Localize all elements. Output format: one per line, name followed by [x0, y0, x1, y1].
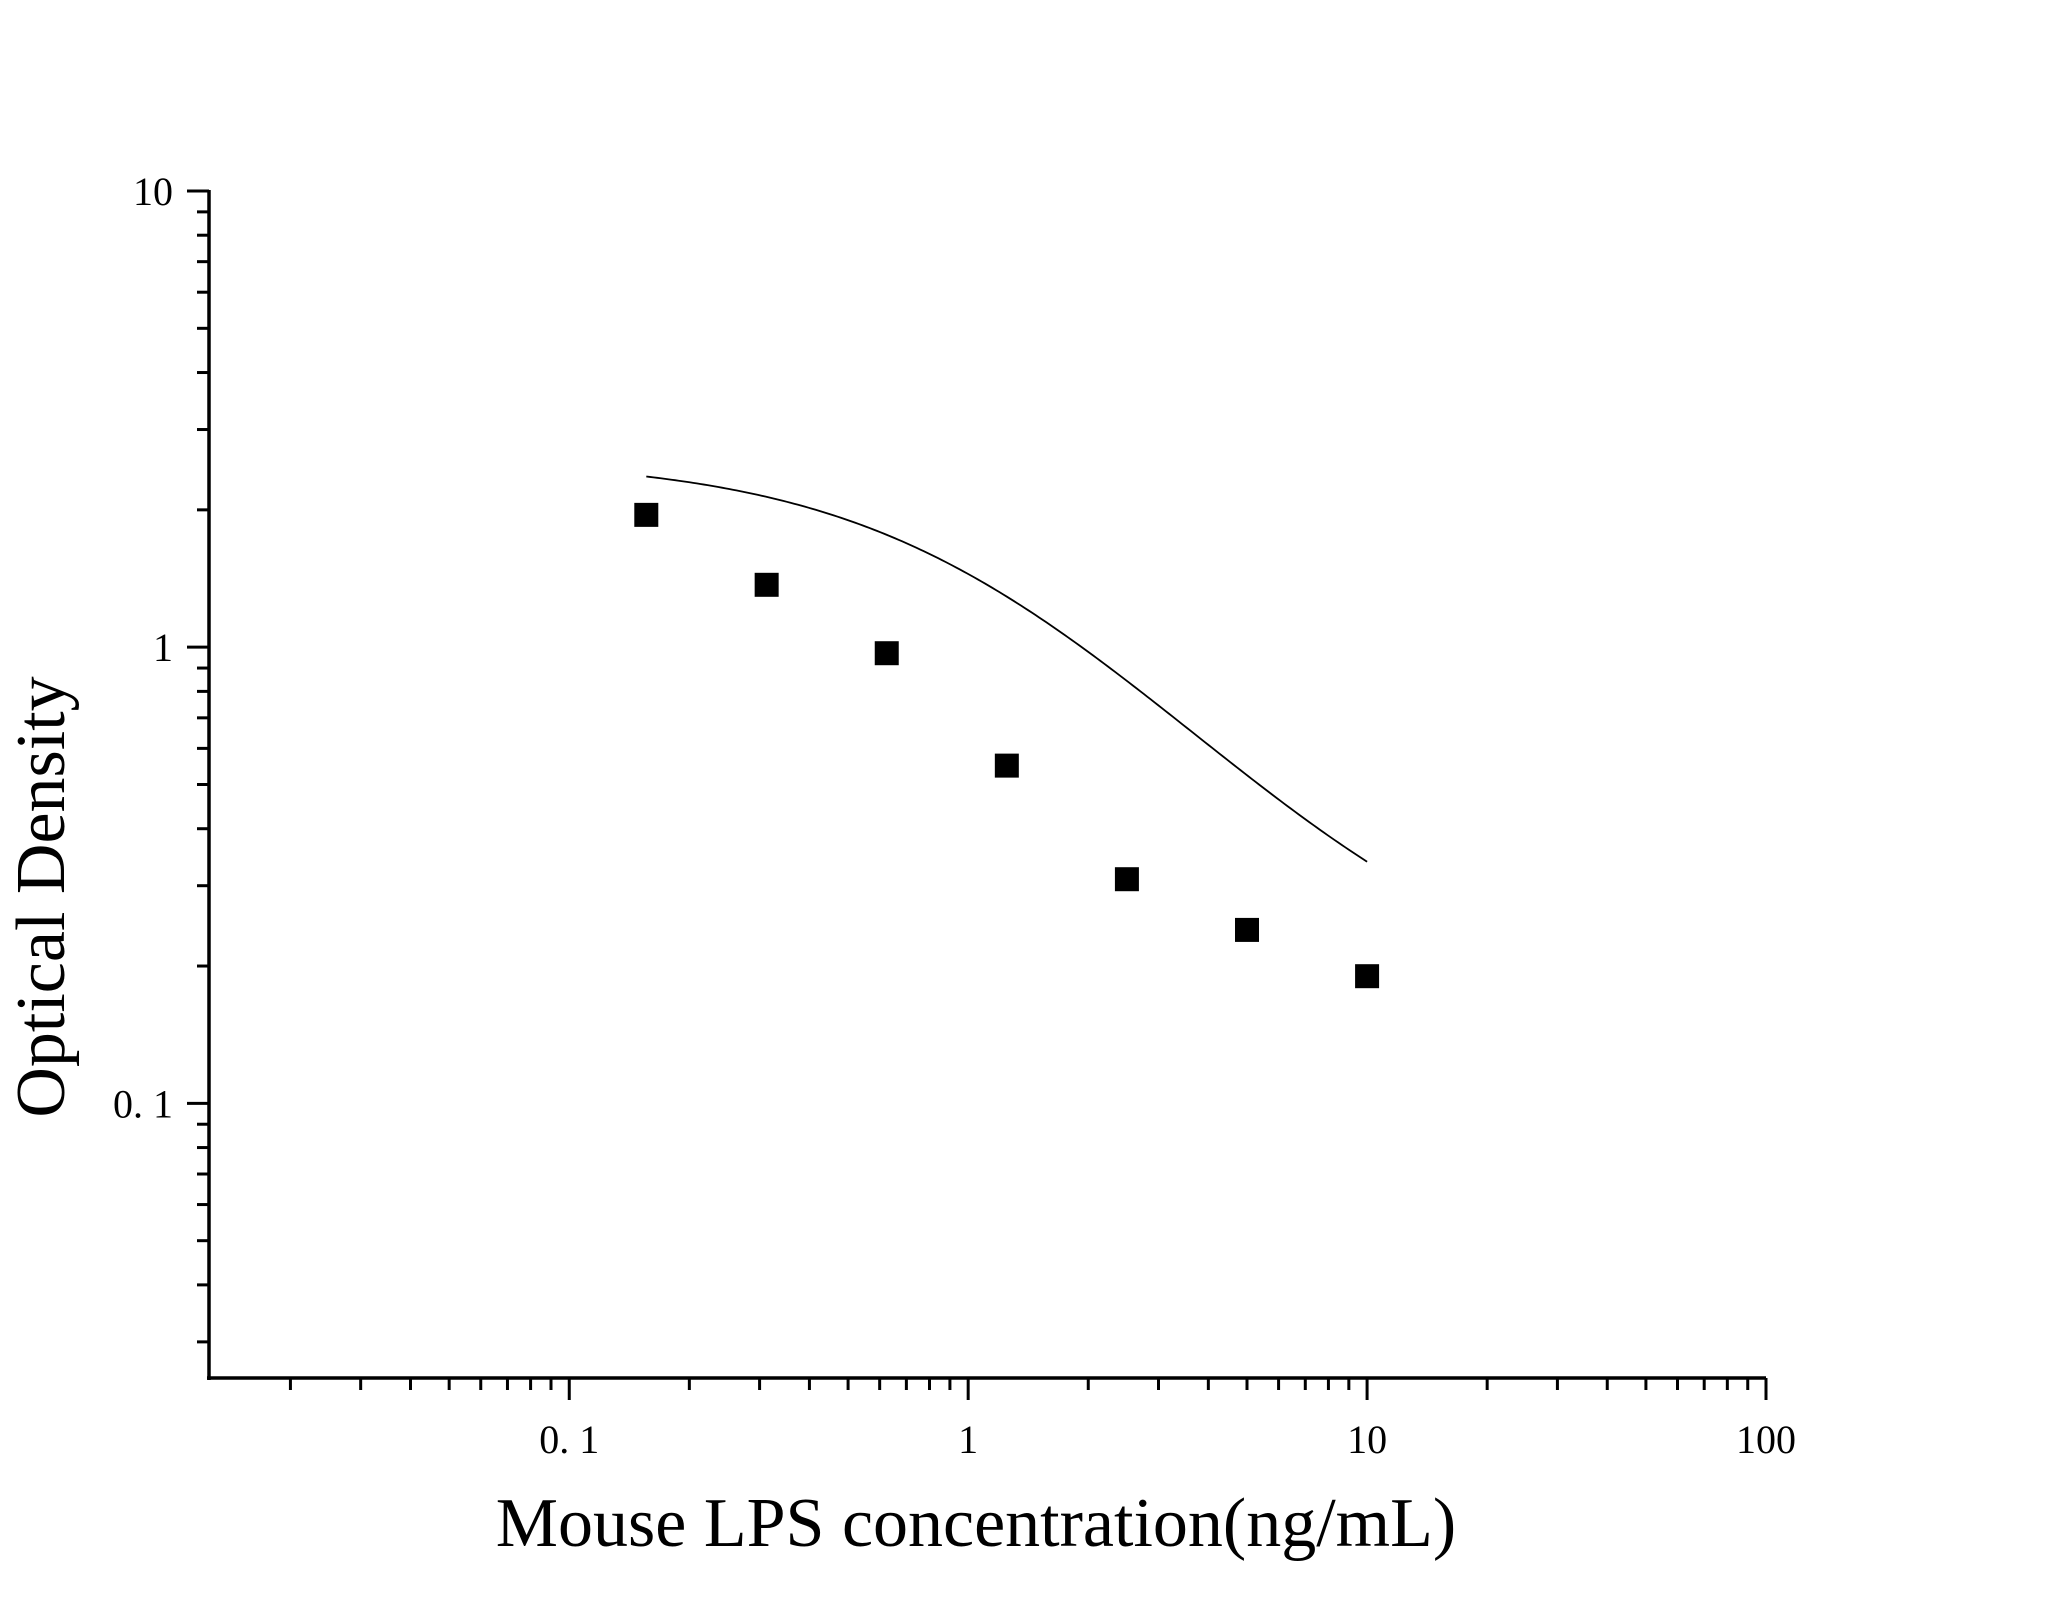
data-point	[994, 753, 1019, 778]
x-axis-title: Mouse LPS concentration(ng/mL)	[496, 1485, 1456, 1562]
y-axis: 0. 1 1 10	[113, 169, 211, 1380]
data-point	[1235, 917, 1259, 942]
data-point	[1114, 867, 1139, 892]
x-tick-label: 1	[958, 1417, 978, 1462]
data-point	[634, 502, 659, 527]
y-axis-title: Optical Density	[3, 676, 80, 1117]
fit-curve-layer	[646, 475, 1368, 863]
y-tick-label: 10	[133, 169, 173, 214]
data-point	[874, 641, 899, 666]
data-point	[1355, 964, 1380, 989]
data-points-layer	[634, 502, 1380, 989]
y-tick-label: 0. 1	[113, 1081, 173, 1126]
data-point	[754, 572, 779, 597]
y-tick-label: 1	[153, 625, 173, 670]
x-tick-label: 10	[1347, 1417, 1387, 1462]
x-tick-label: 0. 1	[539, 1417, 599, 1462]
x-tick-label: 100	[1736, 1417, 1796, 1462]
fit-curve	[646, 475, 1368, 863]
x-axis: 0. 1 1 10 100	[207, 1376, 1796, 1462]
